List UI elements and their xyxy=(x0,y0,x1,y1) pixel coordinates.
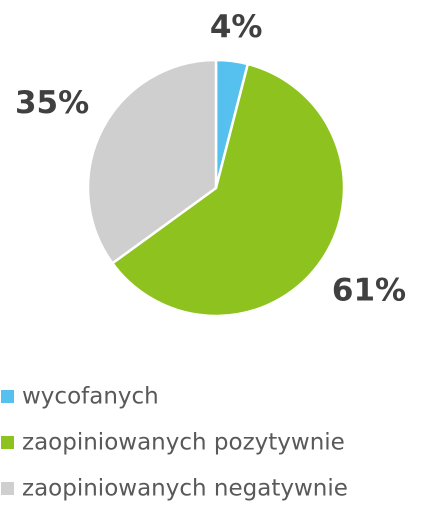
data-label: 35% xyxy=(15,85,89,121)
legend-label: wycofanych xyxy=(22,384,159,410)
legend-swatch xyxy=(1,436,14,449)
legend-swatch xyxy=(1,482,14,495)
legend-swatch xyxy=(1,390,14,403)
pie-slice xyxy=(86,58,218,265)
legend-label: zaopiniowanych negatywnie xyxy=(22,476,348,502)
data-label: 4% xyxy=(210,9,263,45)
pie-slice xyxy=(111,62,346,318)
data-label: 61% xyxy=(332,272,406,308)
legend-label: zaopiniowanych pozytywnie xyxy=(22,430,345,456)
